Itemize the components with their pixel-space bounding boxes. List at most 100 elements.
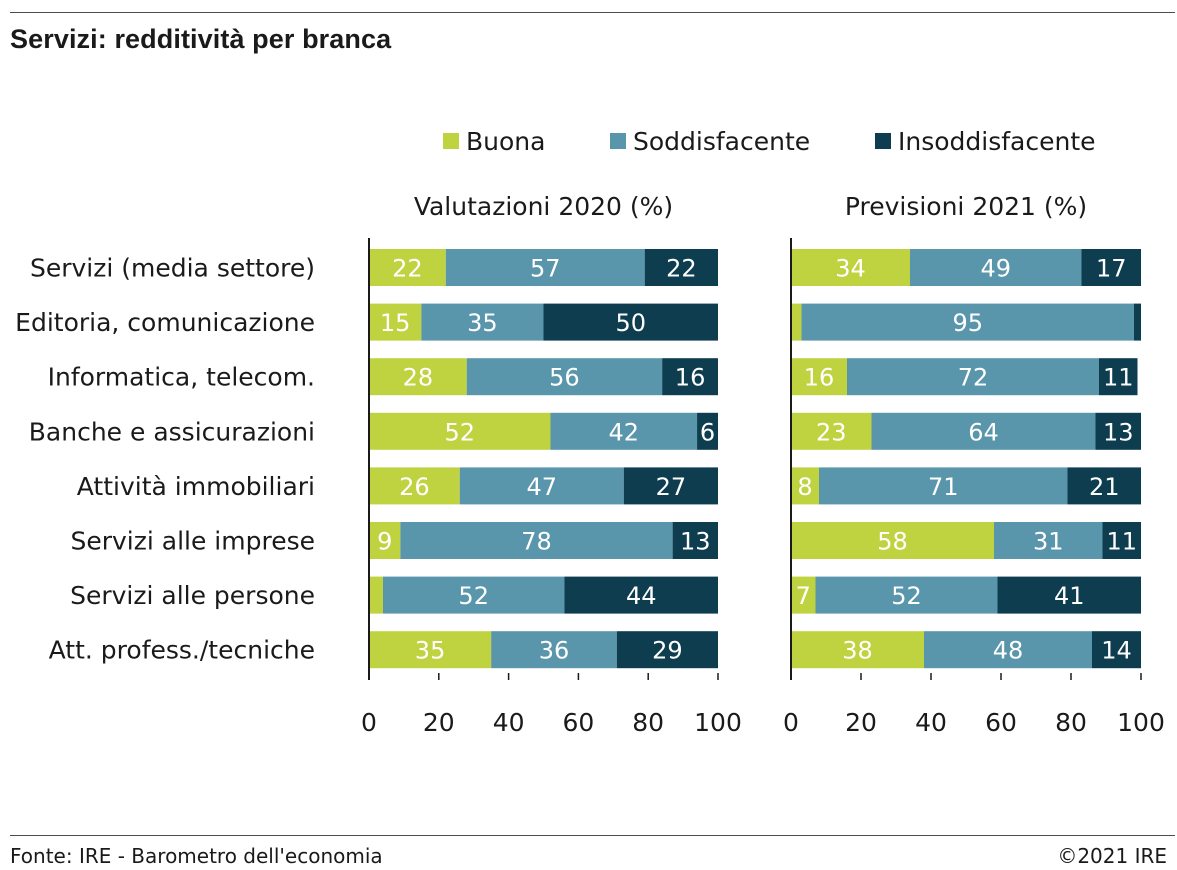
bar-soddisfacente xyxy=(819,467,1068,505)
data-label-soddisfacente: 56 xyxy=(549,364,580,392)
legend-label-insoddisfacente: Insoddisfacente xyxy=(898,127,1096,156)
bar-buona xyxy=(791,303,802,341)
data-label-insoddisfacente: 13 xyxy=(680,528,711,556)
bar-buona xyxy=(791,631,924,669)
data-label-insoddisfacente: 44 xyxy=(626,582,657,610)
bar-insoddisfacente xyxy=(1134,303,1141,341)
bar-buona xyxy=(791,358,847,396)
data-label-soddisfacente: 72 xyxy=(958,364,989,392)
bar-buona xyxy=(369,358,467,396)
legend-swatch-soddisfacente xyxy=(610,133,626,149)
data-label-buona: 26 xyxy=(399,473,430,501)
bar-soddisfacente xyxy=(801,303,1134,341)
bar-buona xyxy=(369,249,446,286)
panel-title: Previsioni 2021 (%) xyxy=(845,192,1087,221)
bar-soddisfacente xyxy=(421,303,544,341)
bar-buona xyxy=(369,576,383,614)
bar-insoddisfacente xyxy=(1102,522,1141,559)
x-tick-label: 40 xyxy=(493,708,525,737)
data-label-buona: 23 xyxy=(816,418,847,446)
copyright-note: ©2021 IRE xyxy=(1057,844,1167,868)
data-label-soddisfacente: 52 xyxy=(458,582,489,610)
x-tick-label: 20 xyxy=(423,708,455,737)
data-label-buona: 35 xyxy=(415,637,446,665)
legend-label-buona: Buona xyxy=(466,127,545,156)
x-tick-label: 0 xyxy=(361,708,377,737)
x-tick-label: 60 xyxy=(985,708,1017,737)
bar-insoddisfacente xyxy=(672,522,718,559)
data-label-buona: 28 xyxy=(403,364,434,392)
data-label-insoddisfacente: 41 xyxy=(1054,582,1085,610)
bar-buona xyxy=(369,412,551,450)
data-label-soddisfacente: 57 xyxy=(530,255,561,283)
bar-soddisfacente xyxy=(910,249,1082,286)
data-label-buona: 58 xyxy=(877,528,908,556)
bar-insoddisfacente xyxy=(564,576,718,614)
chart-title: Servizi: redditività per branca xyxy=(10,24,392,54)
category-label: Editoria, comunicazione xyxy=(15,308,315,337)
bar-soddisfacente xyxy=(994,522,1103,559)
data-label-buona: 22 xyxy=(392,255,423,283)
data-label-soddisfacente: 42 xyxy=(608,418,639,446)
top-rule xyxy=(10,12,1175,13)
bar-soddisfacente xyxy=(871,412,1096,450)
data-label-soddisfacente: 52 xyxy=(891,582,922,610)
bar-buona xyxy=(369,522,401,559)
bar-buona xyxy=(791,467,819,505)
data-label-soddisfacente: 47 xyxy=(526,473,557,501)
x-tick-label: 80 xyxy=(632,708,664,737)
data-label-soddisfacente: 36 xyxy=(539,637,570,665)
data-label-insoddisfacente: 6 xyxy=(700,418,715,446)
bar-insoddisfacente xyxy=(644,249,718,286)
source-note: Fonte: IRE - Barometro dell'economia xyxy=(10,844,383,868)
data-label-insoddisfacente: 27 xyxy=(656,473,687,501)
data-label-soddisfacente: 31 xyxy=(1033,528,1064,556)
bar-insoddisfacente xyxy=(616,631,718,669)
category-label: Banche e assicurazioni xyxy=(29,417,315,446)
panel-title: Valutazioni 2020 (%) xyxy=(414,192,673,221)
data-label-buona: 38 xyxy=(842,637,873,665)
data-label-soddisfacente: 95 xyxy=(952,309,983,337)
bar-buona xyxy=(369,631,492,669)
data-label-buona: 7 xyxy=(796,582,811,610)
data-label-insoddisfacente: 29 xyxy=(652,637,683,665)
category-label: Servizi alle persone xyxy=(70,581,315,610)
x-tick-label: 80 xyxy=(1055,708,1087,737)
bar-soddisfacente xyxy=(445,249,645,286)
data-label-buona: 34 xyxy=(835,255,866,283)
x-tick-label: 100 xyxy=(1117,708,1165,737)
data-label-buona: 16 xyxy=(804,364,835,392)
data-label-insoddisfacente: 21 xyxy=(1089,473,1120,501)
data-label-insoddisfacente: 22 xyxy=(666,255,697,283)
data-label-insoddisfacente: 11 xyxy=(1103,364,1134,392)
data-label-buona: 52 xyxy=(444,418,475,446)
bar-buona xyxy=(791,522,994,559)
bar-insoddisfacente xyxy=(997,576,1141,614)
legend-swatch-insoddisfacente xyxy=(875,133,891,149)
data-label-buona: 8 xyxy=(797,473,812,501)
bar-soddisfacente xyxy=(550,412,698,450)
bar-insoddisfacente xyxy=(623,467,718,505)
data-label-insoddisfacente: 13 xyxy=(1103,418,1134,446)
bar-soddisfacente xyxy=(382,576,565,614)
bar-insoddisfacente xyxy=(1092,631,1141,669)
bar-buona xyxy=(369,467,460,505)
category-label: Servizi alle imprese xyxy=(70,527,315,556)
x-tick-label: 40 xyxy=(915,708,947,737)
bar-soddisfacente xyxy=(466,358,663,396)
bar-insoddisfacente xyxy=(1081,249,1141,286)
bar-insoddisfacente xyxy=(543,303,718,341)
bar-buona xyxy=(791,249,910,286)
x-tick-label: 60 xyxy=(562,708,594,737)
data-label-soddisfacente: 64 xyxy=(968,418,999,446)
data-label-buona: 15 xyxy=(380,309,411,337)
data-label-soddisfacente: 49 xyxy=(980,255,1011,283)
bar-insoddisfacente xyxy=(697,412,718,450)
data-label-soddisfacente: 48 xyxy=(993,637,1024,665)
x-tick-label: 100 xyxy=(694,708,742,737)
category-label: Att. profess./tecniche xyxy=(49,636,315,665)
category-label: Attività immobiliari xyxy=(77,472,315,501)
bar-buona xyxy=(791,576,816,614)
bottom-rule xyxy=(10,835,1175,836)
